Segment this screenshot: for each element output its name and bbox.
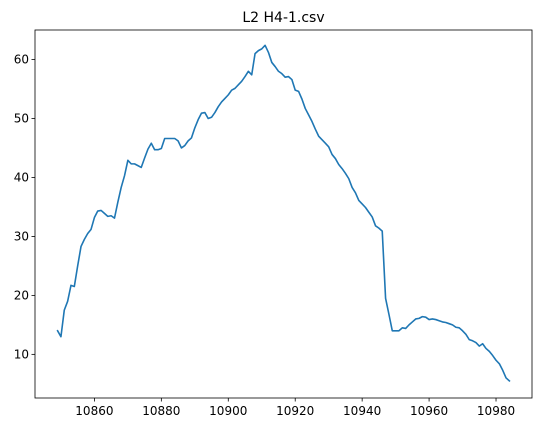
x-tick-label: 10880 xyxy=(142,404,180,418)
x-tick-label: 10960 xyxy=(410,404,448,418)
x-tick-label: 10940 xyxy=(343,404,381,418)
y-tick-label: 10 xyxy=(14,347,29,361)
y-tick-label: 50 xyxy=(14,111,29,125)
plot-area xyxy=(34,29,533,399)
y-tick-label: 40 xyxy=(14,170,29,184)
y-axis: 10 20 30 40 50 60 xyxy=(14,52,35,361)
x-tick-label: 10900 xyxy=(209,404,247,418)
series-line xyxy=(56,44,511,383)
x-tick-label: 10860 xyxy=(75,404,113,418)
x-axis: 10860 10880 10900 10920 10940 10960 10980 xyxy=(75,398,515,418)
y-tick-label: 60 xyxy=(14,52,29,66)
y-tick-label: 20 xyxy=(14,288,29,302)
x-tick-label: 10920 xyxy=(276,404,314,418)
x-tick-label: 10980 xyxy=(477,404,515,418)
chart-title: L2 H4-1.csv xyxy=(242,10,324,26)
axes-frame xyxy=(34,29,533,399)
y-tick-label: 30 xyxy=(14,229,29,243)
